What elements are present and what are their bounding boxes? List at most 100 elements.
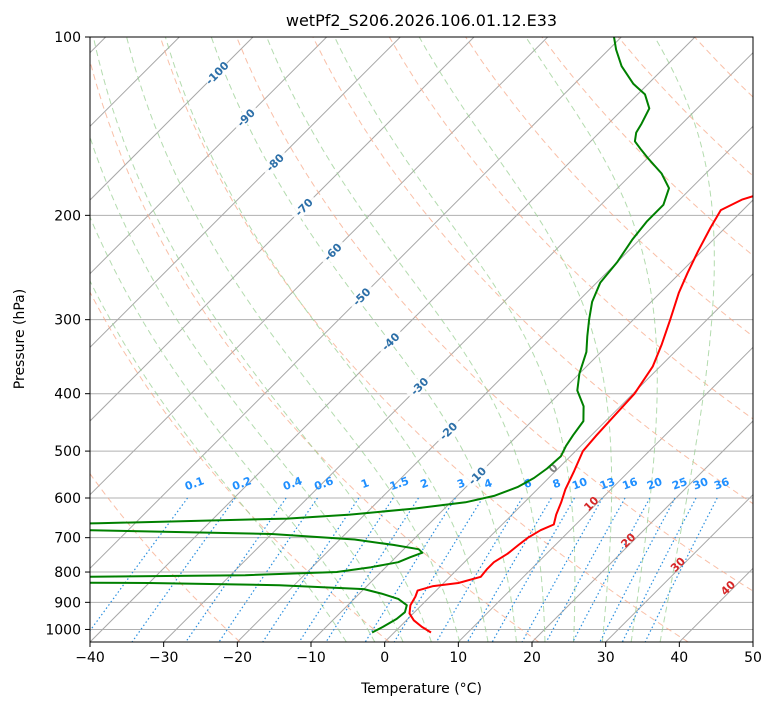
- mixing-ratio-line: [621, 497, 697, 642]
- mixing-ratio-label: 16: [621, 475, 640, 493]
- isotherm-line: [90, 37, 549, 496]
- y-tick-label: 600: [54, 491, 81, 507]
- mixing-ratio-line: [393, 497, 484, 642]
- isotherm-label-bg: [375, 326, 405, 356]
- isotherm-lines: [90, 37, 753, 642]
- mixing-ratio-label: 3: [455, 476, 467, 491]
- isotherm-label-bg: [346, 281, 376, 311]
- y-tick-label: 900: [54, 595, 81, 611]
- mixing-ratio-label: 1.5: [388, 474, 411, 493]
- x-tick-label: −30: [149, 650, 179, 666]
- dry-adiabat-line: [90, 472, 241, 642]
- mixing-ratio-line: [599, 497, 676, 642]
- moist-adiabat-line: [164, 37, 489, 642]
- mixing-ratio-label: 10: [570, 475, 589, 493]
- y-tick-label: 800: [54, 565, 81, 581]
- moist-adiabat-line: [266, 37, 546, 642]
- y-tick-label: 1000: [45, 622, 81, 638]
- dry-adiabat-line: [236, 37, 753, 592]
- mixing-ratio-label: 25: [670, 475, 689, 492]
- isotherm-line: [310, 199, 753, 642]
- mixing-ratio-line: [466, 497, 552, 642]
- mixing-ratio-label: 1: [359, 476, 371, 491]
- mixing-ratio-line: [572, 497, 651, 642]
- mixing-ratio-line: [218, 497, 318, 642]
- x-tick-label: −40: [75, 650, 105, 666]
- mixing-ratio-line: [325, 497, 420, 642]
- mixing-ratio-label: 0.2: [231, 474, 254, 493]
- mixing-ratio-label: 30: [691, 475, 710, 493]
- moist-adiabat-line: [90, 215, 376, 642]
- dry-adiabat-line: [312, 37, 753, 505]
- moist-adiabat-line: [210, 37, 517, 642]
- chart-title: wetPf2_S206.2026.106.01.12.E33: [286, 11, 557, 31]
- dry-adiabat-line: [90, 291, 390, 642]
- dry-adiabat-line: [90, 59, 540, 642]
- isotherm-label-bg: [317, 237, 347, 267]
- isotherm-line: [163, 51, 753, 642]
- y-tick-label: 200: [54, 208, 81, 224]
- mixing-ratio-label: 36: [712, 475, 731, 493]
- mixing-ratio-line: [262, 497, 360, 642]
- isotherm-line: [384, 272, 753, 642]
- moist-adiabat-line: [126, 37, 461, 642]
- x-tick-label: 50: [744, 650, 762, 666]
- x-tick-label: 0: [380, 650, 389, 666]
- dry-adiabat-line: [388, 37, 753, 420]
- isotherm-line: [531, 420, 753, 642]
- y-tick-label: 300: [54, 313, 81, 329]
- isotherm-label-bg: [231, 102, 261, 132]
- isotherm-label-bg: [462, 460, 492, 490]
- x-tick-label: −20: [223, 650, 253, 666]
- mixing-ratio-label: 4: [482, 476, 494, 491]
- y-tick-label: 700: [54, 531, 81, 547]
- x-tick-label: −10: [296, 650, 326, 666]
- dry-adiabat-line: [159, 37, 689, 642]
- isotherm-label-bg: [260, 147, 290, 177]
- mixing-ratio-label: 0.1: [183, 474, 206, 493]
- isotherm-label-bg: [288, 192, 318, 222]
- dewpoint-profile-line: [90, 37, 670, 634]
- isotherm-label-bg: [404, 371, 434, 401]
- temperature-profile-line: [408, 195, 753, 634]
- isotherm-line: [90, 37, 401, 349]
- isotherm-line: [90, 37, 475, 422]
- isotherm-line: [90, 37, 328, 275]
- isotherm-line: [90, 37, 622, 570]
- x-tick-label: 40: [670, 650, 688, 666]
- isotherm-line: [605, 493, 753, 642]
- isotherm-line: [457, 346, 753, 642]
- moist-adiabat-line: [334, 37, 576, 642]
- y-axis-title: Pressure (hPa): [12, 289, 28, 389]
- mixing-ratio-label: 20: [645, 475, 664, 493]
- isotherm-line: [90, 37, 254, 201]
- isotherm-line: [236, 125, 753, 642]
- mixing-ratio-label: 2: [419, 476, 431, 491]
- mixing-ratio-line: [298, 497, 394, 642]
- y-tick-label: 100: [54, 30, 81, 46]
- y-tick-label: 400: [54, 387, 81, 403]
- moist-adiabat-line: [525, 37, 658, 642]
- mixing-ratio-label: 8: [551, 476, 563, 491]
- mixing-ratio-label: 0.4: [281, 474, 304, 493]
- x-tick-label: 20: [523, 650, 541, 666]
- mixing-ratio-label: 0.6: [313, 474, 336, 493]
- mixing-ratio-label: 13: [598, 475, 617, 492]
- isotherm-label-bg: [433, 416, 463, 446]
- dry-adiabat-lines: [90, 37, 753, 642]
- plot-background: [90, 37, 753, 642]
- mixing-ratio-label: 6: [522, 476, 534, 491]
- y-tick-label: 500: [54, 444, 81, 460]
- moist-adiabat-line: [90, 135, 404, 642]
- x-axis-title: Temperature (°C): [360, 681, 482, 697]
- isotherm-label-bg: [202, 58, 232, 88]
- mixing-ratio-line: [185, 497, 287, 642]
- plot-frame: [89, 36, 754, 643]
- sounding-profiles: [90, 37, 753, 634]
- mixing-ratio-lines: [90, 497, 718, 642]
- background-line-labels: 0.1 0.2 0.4 0.6 1 1.5 2 3 4 6 8 10 13 16 20 25 30 36-100-…: [183, 58, 738, 598]
- mixing-ratio-line: [364, 497, 456, 642]
- x-tick-label: 30: [597, 650, 615, 666]
- moist-adiabat-line: [418, 37, 613, 642]
